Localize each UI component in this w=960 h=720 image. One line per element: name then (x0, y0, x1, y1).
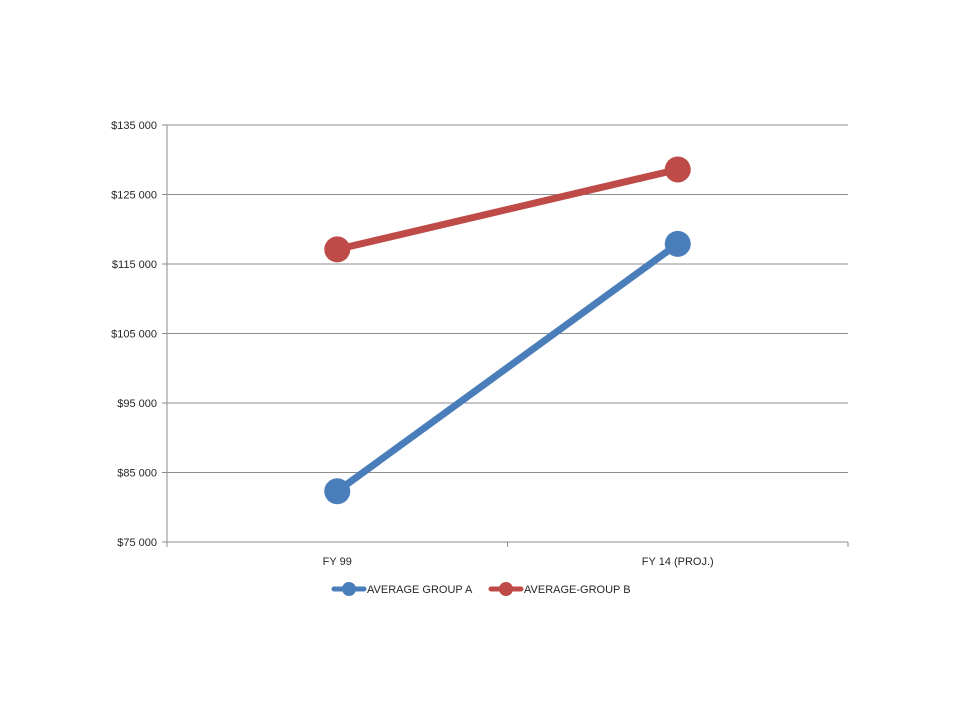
legend-marker (499, 582, 513, 596)
legend-item: AVERAGE-GROUP B (488, 582, 631, 596)
y-tick-label: $115 000 (112, 259, 157, 271)
series-1 (324, 230, 691, 505)
x-tick-label: FY 14 (PROJ.) (642, 556, 714, 568)
legend-item: AVERAGE GROUP A (331, 582, 473, 596)
y-tick-label: $75 000 (117, 537, 157, 549)
series-line (333, 240, 682, 495)
data-point (664, 230, 691, 257)
legend-label: AVERAGE GROUP A (367, 584, 473, 596)
legend: AVERAGE GROUP A AVERAGE-GROUP B (331, 582, 631, 596)
y-tick-label: $105 000 (111, 329, 157, 341)
y-tick-label: $95 000 (117, 398, 157, 410)
gridlines (167, 124, 848, 473)
series-lines (324, 156, 691, 505)
data-point (324, 236, 351, 263)
y-tick-label: $85 000 (117, 468, 157, 480)
x-axis-tick-labels: FY 99 FY 14 (PROJ.) (323, 556, 714, 568)
data-point (664, 156, 691, 183)
data-point (324, 478, 351, 505)
series-line (333, 165, 682, 253)
legend-marker (342, 582, 356, 596)
y-tick-label: $125 000 (111, 190, 157, 202)
axes (162, 124, 849, 547)
legend-label: AVERAGE-GROUP B (524, 584, 631, 596)
y-tick-label: $135 000 (111, 120, 157, 132)
y-axis-tick-labels: $75 000 $85 000 $95 000 $105 000 $115 000 $12… (111, 120, 157, 549)
x-tick-label: FY 99 (323, 556, 352, 568)
series-2 (324, 156, 691, 263)
